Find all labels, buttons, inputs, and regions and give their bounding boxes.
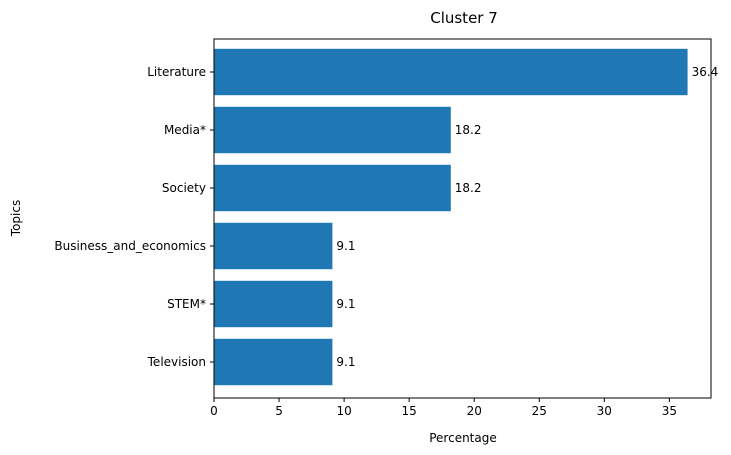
data-label-5: 9.1 <box>336 355 355 369</box>
y-tick-label-3: Business_and_economics <box>54 239 206 253</box>
x-tick-label-0: 0 <box>210 404 218 418</box>
y-tick-label-1: Media* <box>164 123 206 137</box>
x-tick-label-6: 30 <box>597 404 612 418</box>
bar-4 <box>214 280 333 328</box>
x-tick-label-1: 5 <box>275 404 283 418</box>
x-tick-label-3: 15 <box>402 404 417 418</box>
y-tick-label-0: Literature <box>147 65 206 79</box>
bar-0 <box>214 48 688 96</box>
data-label-3: 9.1 <box>336 239 355 253</box>
y-tick-label-5: Television <box>147 355 206 369</box>
x-tick-label-2: 10 <box>336 404 351 418</box>
bar-2 <box>214 164 451 212</box>
bars-group <box>214 48 688 386</box>
x-tick-label-5: 25 <box>532 404 547 418</box>
data-label-1: 18.2 <box>455 123 482 137</box>
x-axis-label: Percentage <box>429 431 497 445</box>
y-axis-label: Topics <box>9 200 23 237</box>
y-tick-label-4: STEM* <box>167 297 206 311</box>
data-label-4: 9.1 <box>336 297 355 311</box>
chart-title: Cluster 7 <box>430 9 498 27</box>
data-labels-group: 36.4 18.2 18.2 9.1 9.1 9.1 <box>336 65 718 369</box>
data-label-0: 36.4 <box>692 65 719 79</box>
x-tick-label-4: 20 <box>467 404 482 418</box>
plot-frame <box>213 38 712 399</box>
x-axis-ticks: 0 5 10 15 20 25 30 35 <box>210 398 677 418</box>
bar-5 <box>214 338 333 386</box>
y-tick-label-2: Society <box>162 181 206 195</box>
bar-3 <box>214 222 333 270</box>
bar-1 <box>214 106 451 154</box>
y-axis-ticks: Literature Media* Society Business_and_econ… <box>54 65 214 369</box>
data-label-2: 18.2 <box>455 181 482 195</box>
x-tick-label-7: 35 <box>662 404 677 418</box>
